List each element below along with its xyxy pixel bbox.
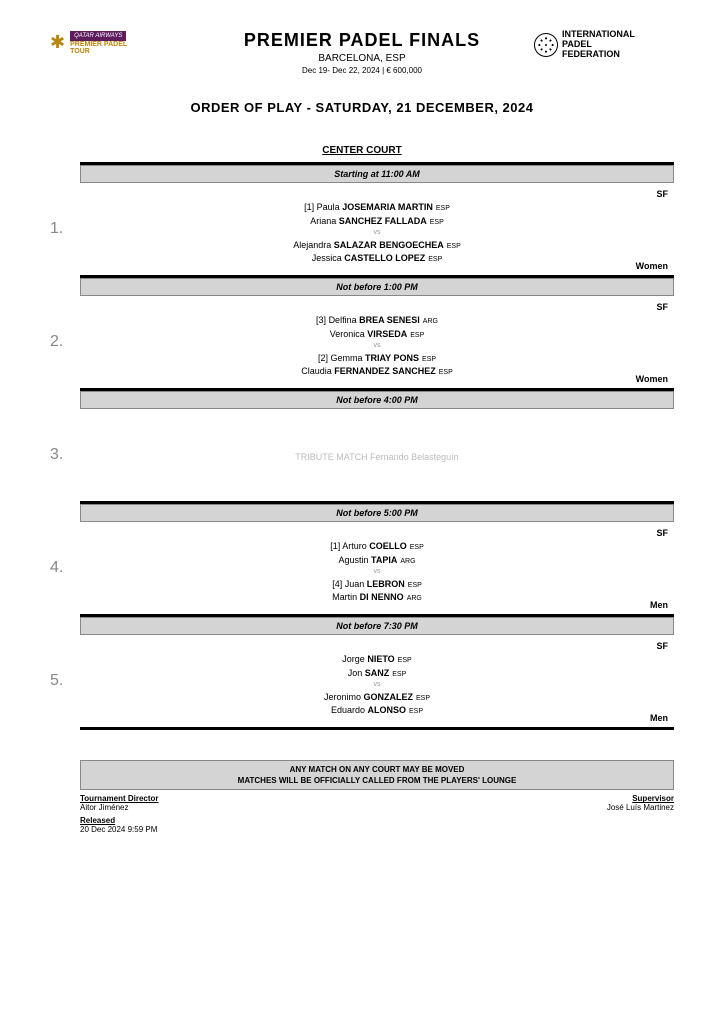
footer-right: Supervisor José Luís Martinez [607,794,674,834]
federation-logo: INTERNATIONAL PADEL FEDERATION [534,30,674,60]
ipf-ball-icon [534,33,558,57]
players-list: [1] Arturo COELLOESPAgustin TAPIAARGvs[4… [80,530,674,605]
vs-separator: vs [80,567,674,578]
players-list: Jorge NIETOESPJon SANZESPvsJeronimo GONZ… [80,643,674,718]
player-line: Veronica VIRSEDAESP [80,328,674,342]
category-tag: Women [636,374,668,384]
event-location: BARCELONA, ESP [190,53,534,64]
player-line: [1] Paula JOSEMARIA MARTINESP [80,201,674,215]
category-tag: Men [650,600,668,610]
time-header: Not before 4:00 PM [80,391,674,409]
premier-padel-logo: QATAR AIRWAYS PREMIER PADEL TOUR [70,30,127,55]
player-line: Jon SANZESP [80,667,674,681]
event-title: PREMIER PADEL FINALS [190,30,534,51]
category-tag: Men [650,713,668,723]
order-of-play-title: ORDER OF PLAY - SATURDAY, 21 DECEMBER, 2… [50,100,674,115]
supervisor-label: Supervisor [607,794,674,803]
match-block: 3.TRIBUTE MATCH Fernando Belasteguín [80,409,674,504]
time-header: Not before 5:00 PM [80,504,674,522]
time-header: Not before 1:00 PM [80,278,674,296]
vs-separator: vs [80,680,674,691]
notice-line-1: ANY MATCH ON ANY COURT MAY BE MOVED [81,764,673,775]
player-line: Ariana SANCHEZ FALLADAESP [80,215,674,229]
sponsor-logo-left: ✱ QATAR AIRWAYS PREMIER PADEL TOUR [50,30,190,55]
notice-box: ANY MATCH ON ANY COURT MAY BE MOVED MATC… [80,760,674,790]
player-line: Jeronimo GONZALEZESP [80,691,674,705]
star-icon: ✱ [50,32,65,53]
player-line: Martin DI NENNOARG [80,591,674,605]
player-line: Alejandra SALAZAR BENGOECHEAESP [80,239,674,253]
match-block: 2.SFWomen[3] Delfina BREA SENESIARGVeron… [80,296,674,391]
match-number: 2. [50,333,63,351]
match-number: 4. [50,559,63,577]
released-label: Released [80,816,159,825]
header-center: PREMIER PADEL FINALS BARCELONA, ESP Dec … [190,30,534,75]
match-number: 3. [50,446,63,464]
player-line: [4] Juan LEBRONESP [80,578,674,592]
tribute-text: TRIBUTE MATCH Fernando Belasteguín [80,417,674,462]
players-list: [1] Paula JOSEMARIA MARTINESPAriana SANC… [80,191,674,266]
player-line: Claudia FERNANDEZ SANCHEZESP [80,365,674,379]
tournament-director-label: Tournament Director [80,794,159,803]
notice-line-2: MATCHES WILL BE OFFICIALLY CALLED FROM T… [81,775,673,786]
match-number: 5. [50,672,63,690]
supervisor-name: José Luís Martinez [607,803,674,812]
match-block: 5.SFMenJorge NIETOESPJon SANZESPvsJeroni… [80,635,674,730]
ipf-text: INTERNATIONAL PADEL FEDERATION [562,30,635,60]
round-tag: SF [656,302,668,312]
released-value: 20 Dec 2024 9:59 PM [80,825,159,834]
schedule: Starting at 11:00 AM1.SFWomen[1] Paula J… [80,162,674,730]
player-line: [3] Delfina BREA SENESIARG [80,314,674,328]
player-line: Jorge NIETOESP [80,653,674,667]
player-line: [1] Arturo COELLOESP [80,540,674,554]
round-tag: SF [656,528,668,538]
header: ✱ QATAR AIRWAYS PREMIER PADEL TOUR PREMI… [50,30,674,75]
player-line: [2] Gemma TRIAY PONSESP [80,352,674,366]
match-block: 4.SFMen[1] Arturo COELLOESPAgustin TAPIA… [80,522,674,617]
court-name: CENTER COURT [50,145,674,156]
match-number: 1. [50,220,63,238]
match-block: 1.SFWomen[1] Paula JOSEMARIA MARTINESPAr… [80,183,674,278]
vs-separator: vs [80,228,674,239]
round-tag: SF [656,189,668,199]
player-line: Agustin TAPIAARG [80,554,674,568]
time-header: Starting at 11:00 AM [80,165,674,183]
round-tag: SF [656,641,668,651]
footer: Tournament Director Aitor Jiménez Releas… [80,794,674,834]
player-line: Jessica CASTELLO LOPEZESP [80,252,674,266]
tour-text: TOUR [70,48,127,55]
page: ✱ QATAR AIRWAYS PREMIER PADEL TOUR PREMI… [0,0,724,854]
category-tag: Women [636,261,668,271]
players-list: [3] Delfina BREA SENESIARGVeronica VIRSE… [80,304,674,379]
time-header: Not before 7:30 PM [80,617,674,635]
footer-left: Tournament Director Aitor Jiménez Releas… [80,794,159,834]
tournament-director-name: Aitor Jiménez [80,803,159,812]
qatar-airways-text: QATAR AIRWAYS [70,31,126,41]
event-dates-prize: Dec 19- Dec 22, 2024 | € 600,000 [190,66,534,75]
player-line: Eduardo ALONSOESP [80,704,674,718]
vs-separator: vs [80,341,674,352]
premier-padel-text: PREMIER PADEL [70,41,127,48]
